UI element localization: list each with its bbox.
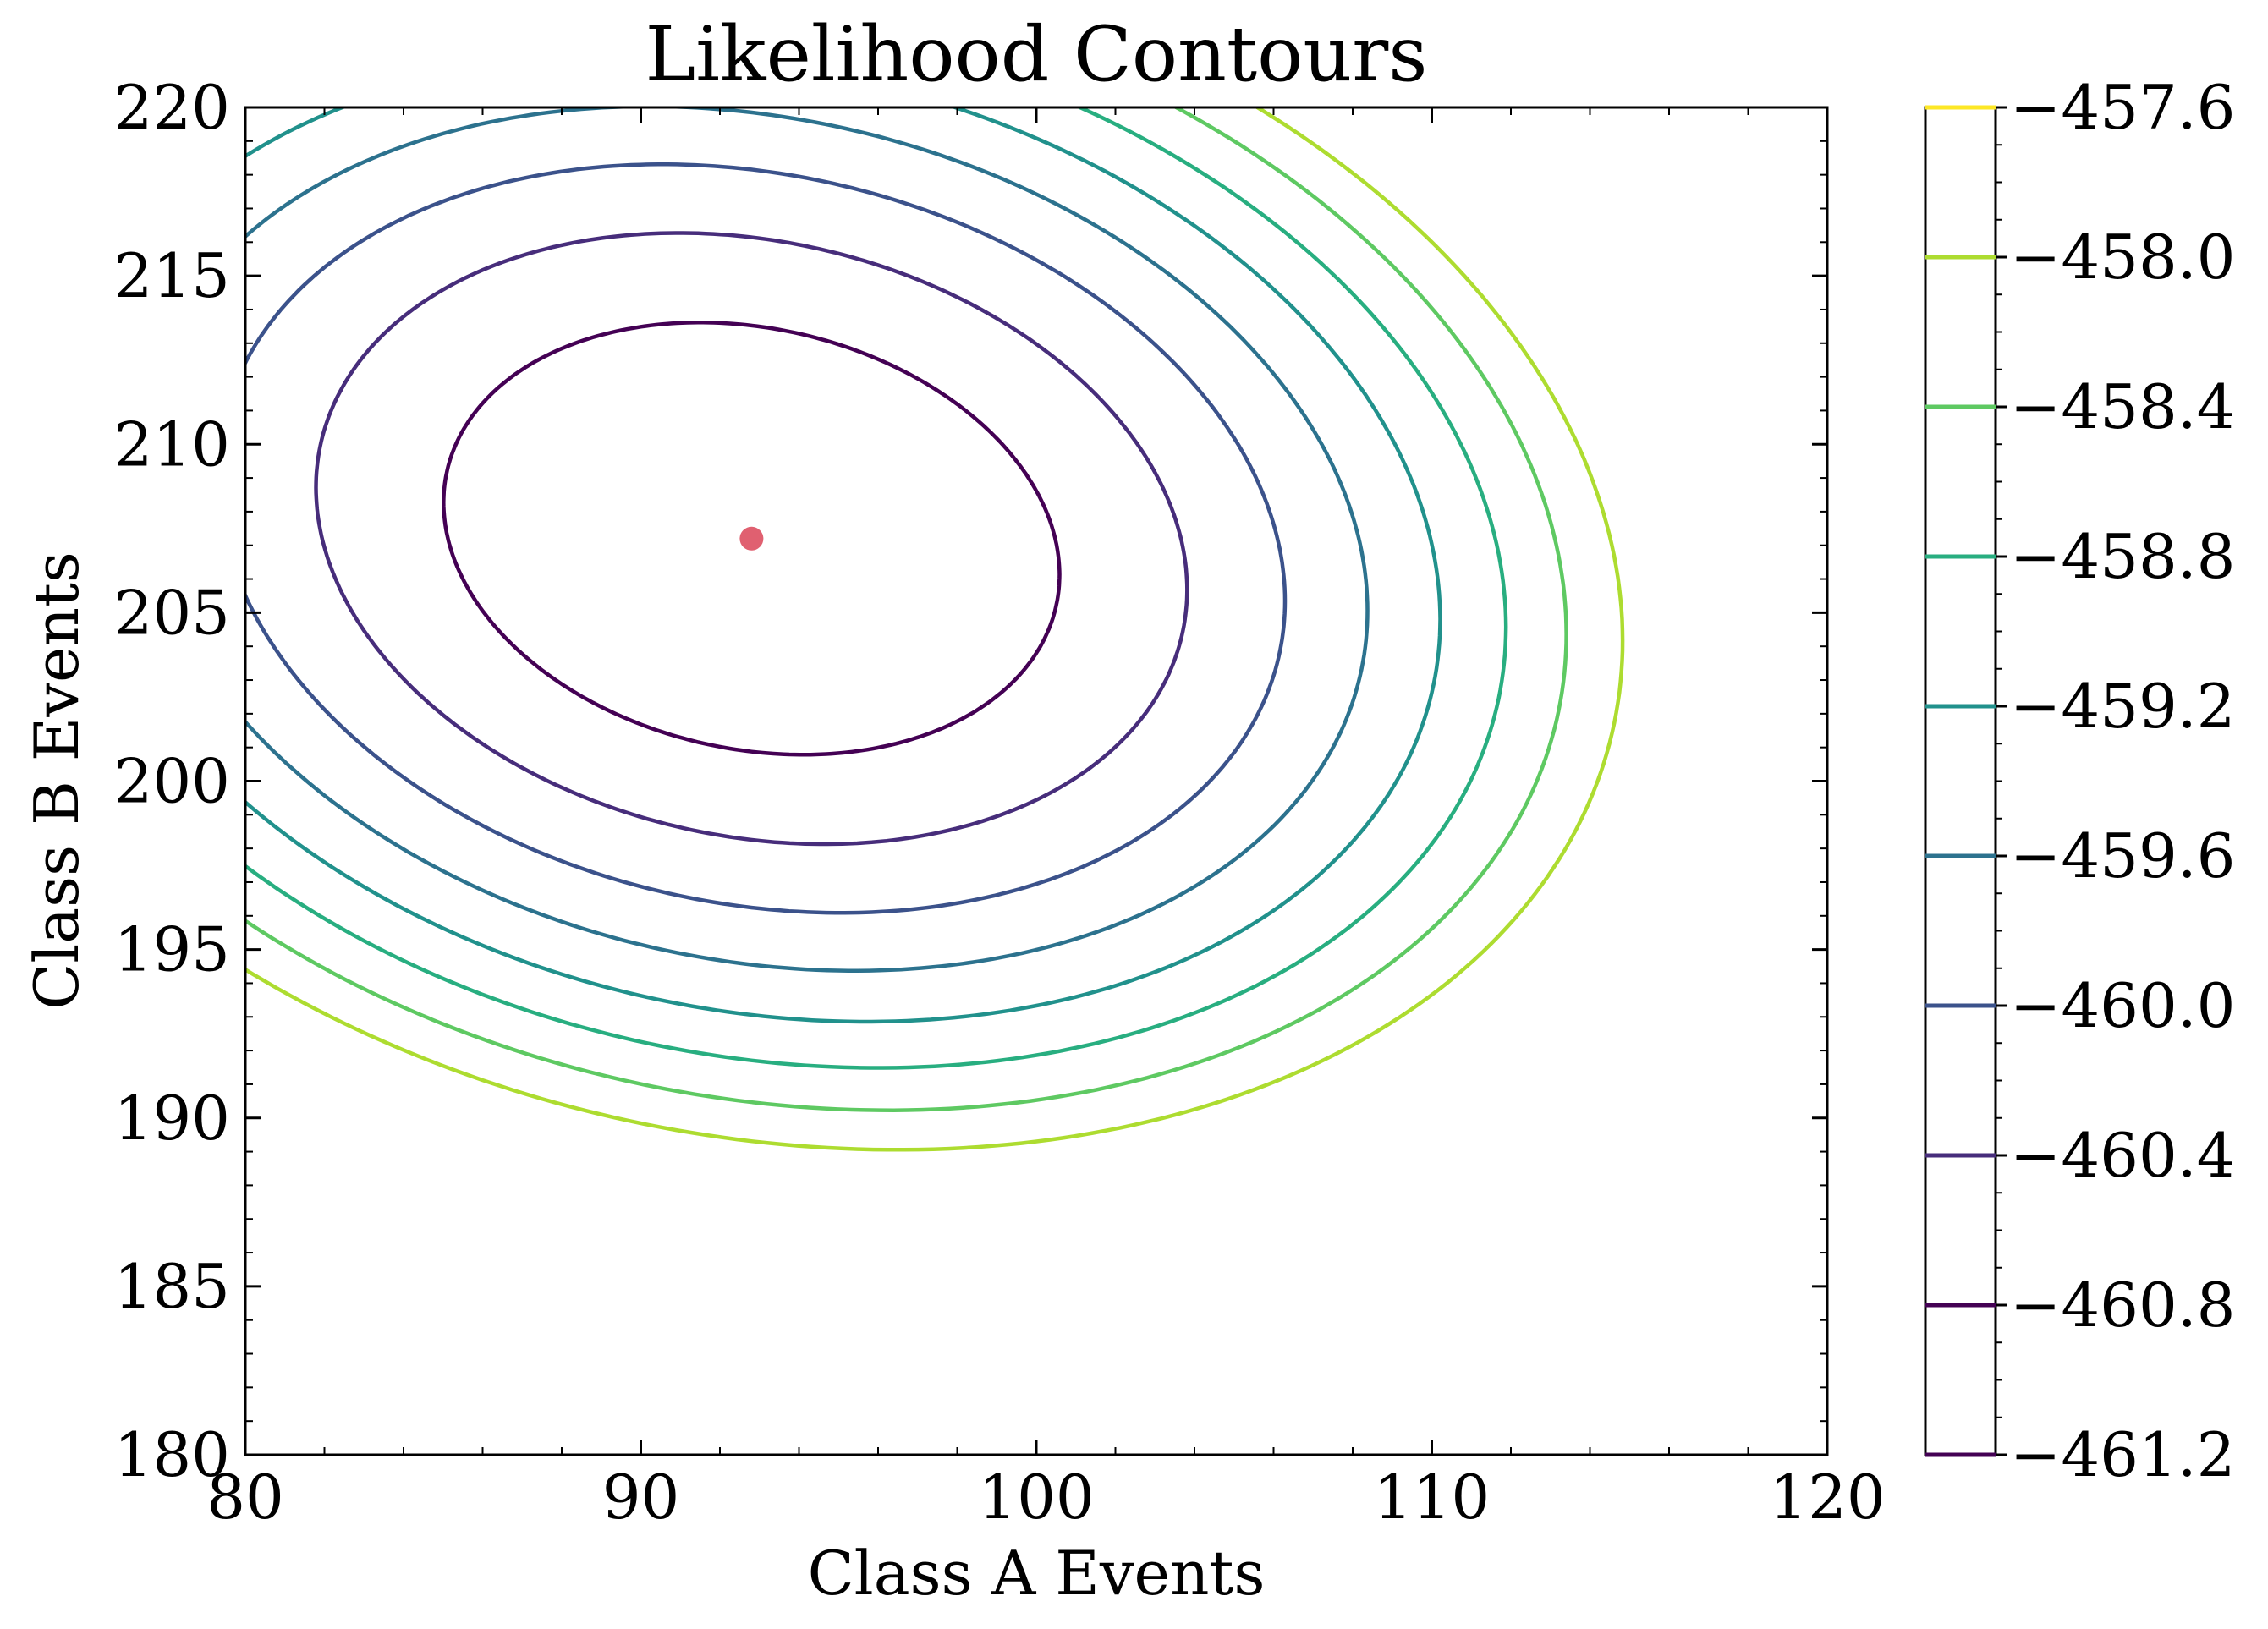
x-axis: 80 90 100 110 120 <box>206 107 1886 1533</box>
plot-area-frame <box>244 106 1829 1456</box>
contour-line <box>442 321 1062 757</box>
x-tick-label: 90 <box>602 1462 680 1533</box>
colorbar-tick-label: −460.8 <box>2010 1270 2235 1341</box>
colorbar-frame <box>1924 106 1997 1456</box>
x-tick-label: 100 <box>978 1462 1094 1533</box>
max-likelihood-marker <box>739 526 764 551</box>
contour-line <box>245 107 1442 1024</box>
colorbar-tick-label: −458.4 <box>2010 371 2235 442</box>
y-tick-label: 200 <box>114 746 230 817</box>
contour-line <box>245 162 1288 915</box>
contour-line <box>245 107 1370 973</box>
chart-title: Likelihood Contours <box>645 10 1427 99</box>
colorbar-tick-label: −459.2 <box>2010 671 2235 742</box>
x-tick-label: 110 <box>1374 1462 1490 1533</box>
y-axis-label: Class B Events <box>21 551 92 1010</box>
y-axis: 180 185 190 195 200 205 210 215 220 <box>114 72 1827 1490</box>
colorbar: −461.2 −460.8 −460.4 −460.0 −459.6 −459.2 −458… <box>1924 72 2235 1490</box>
colorbar-tick-label: −461.2 <box>2010 1419 2235 1490</box>
contour-line <box>314 231 1189 847</box>
colorbar-tick-label: −460.0 <box>2010 970 2235 1041</box>
y-tick-label: 215 <box>114 240 230 311</box>
x-tick-label: 80 <box>206 1462 284 1533</box>
colorbar-tick-label: −460.4 <box>2010 1120 2235 1191</box>
colorbar-tick-label: −458.8 <box>2010 521 2235 592</box>
y-tick-label: 180 <box>114 1419 230 1490</box>
contour-lines <box>245 107 1625 1152</box>
max-likelihood-point <box>739 526 764 551</box>
y-tick-label: 220 <box>114 72 230 143</box>
colorbar-tick-label: −457.6 <box>2010 72 2235 143</box>
y-tick-label: 210 <box>114 409 230 480</box>
colorbar-tick-label: −459.6 <box>2010 820 2235 891</box>
x-axis-label: Class A Events <box>808 1538 1266 1609</box>
colorbar-tick-label: −458.0 <box>2010 222 2235 293</box>
y-tick-label: 185 <box>114 1251 230 1322</box>
y-tick-label: 195 <box>114 914 230 985</box>
contour-line <box>245 107 1508 1070</box>
x-tick-label: 120 <box>1769 1462 1885 1533</box>
y-tick-label: 205 <box>114 577 230 648</box>
y-tick-label: 190 <box>114 1083 230 1154</box>
contour-line <box>245 107 1625 1152</box>
contour-line <box>245 107 1568 1112</box>
